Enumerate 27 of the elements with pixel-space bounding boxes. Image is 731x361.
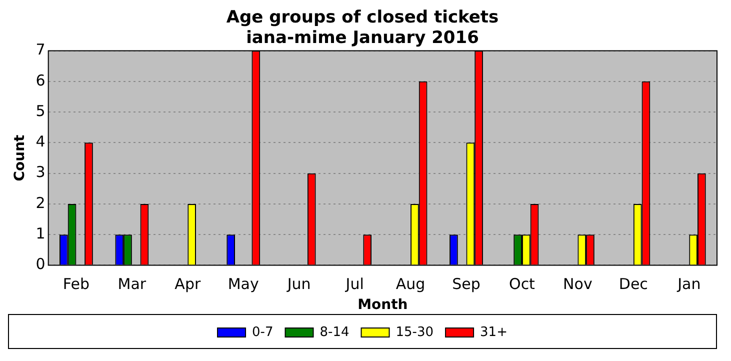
legend-label: 31+ xyxy=(480,324,508,340)
x-tick-label: Nov xyxy=(563,275,592,294)
x-tick-label: Dec xyxy=(618,275,648,294)
y-tick-label: 0 xyxy=(36,255,46,274)
x-tick-label: Feb xyxy=(62,275,90,294)
chart-title: Age groups of closed tickets iana-mime January 2016 xyxy=(226,8,499,48)
x-tick-label: Jul xyxy=(344,275,364,294)
y-tick-label: 6 xyxy=(36,71,46,90)
y-tick-label: 2 xyxy=(36,194,46,212)
x-tick-label: Mar xyxy=(118,275,147,294)
y-axis-title: Count xyxy=(12,134,28,182)
y-tick-label: 4 xyxy=(36,132,46,151)
legend-label: 15-30 xyxy=(396,324,434,340)
x-tick-label: Aug xyxy=(396,275,426,294)
legend-label: 0-7 xyxy=(252,324,274,340)
x-tick-label: May xyxy=(228,275,259,294)
x-axis-title: Month xyxy=(358,297,408,314)
x-tick-label: Sep xyxy=(452,275,480,294)
y-tick-label: 5 xyxy=(36,102,46,120)
x-tick-label: Jan xyxy=(676,275,701,294)
x-tick-label: Jun xyxy=(286,275,311,294)
x-tick-label: Oct xyxy=(509,275,536,294)
y-tick-label: 7 xyxy=(36,40,46,59)
x-tick-label: Apr xyxy=(174,275,202,294)
y-tick-label: 1 xyxy=(36,224,46,242)
legend-label: 8-14 xyxy=(320,324,350,340)
y-tick-label: 3 xyxy=(36,163,46,182)
